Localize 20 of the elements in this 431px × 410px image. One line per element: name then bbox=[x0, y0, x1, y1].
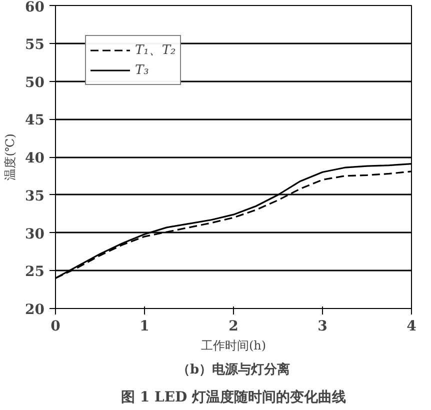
y-tick-label: 20 bbox=[25, 302, 45, 318]
x-tick-label: 3 bbox=[318, 318, 328, 334]
x-tick-label: 4 bbox=[406, 318, 417, 334]
y-tick-label: 55 bbox=[25, 36, 44, 53]
y-axis-title: 温度(℃) bbox=[3, 134, 18, 180]
y-tick-label: 45 bbox=[25, 112, 44, 129]
y-tick-label: 60 bbox=[25, 0, 45, 16]
text: （b）电源与灯分离 bbox=[176, 362, 290, 378]
y-tick-label: 25 bbox=[25, 264, 44, 280]
y-tick-label: 50 bbox=[25, 74, 45, 91]
x-tick-label: 0 bbox=[50, 318, 61, 334]
text: 图 1 LED 灯温度随时间的变化曲线 bbox=[120, 388, 346, 406]
x-axis-title: 工作时间(h) bbox=[200, 338, 266, 352]
y-tick-label: 35 bbox=[25, 188, 44, 204]
x-tick-label: 2 bbox=[228, 318, 238, 334]
y-tick-label: 30 bbox=[25, 226, 45, 242]
x-tick-label: 1 bbox=[140, 318, 150, 334]
legend-label: T₃ bbox=[135, 62, 150, 78]
legend-label: T₁、T₂ bbox=[135, 42, 176, 59]
y-tick-label: 40 bbox=[25, 150, 45, 166]
